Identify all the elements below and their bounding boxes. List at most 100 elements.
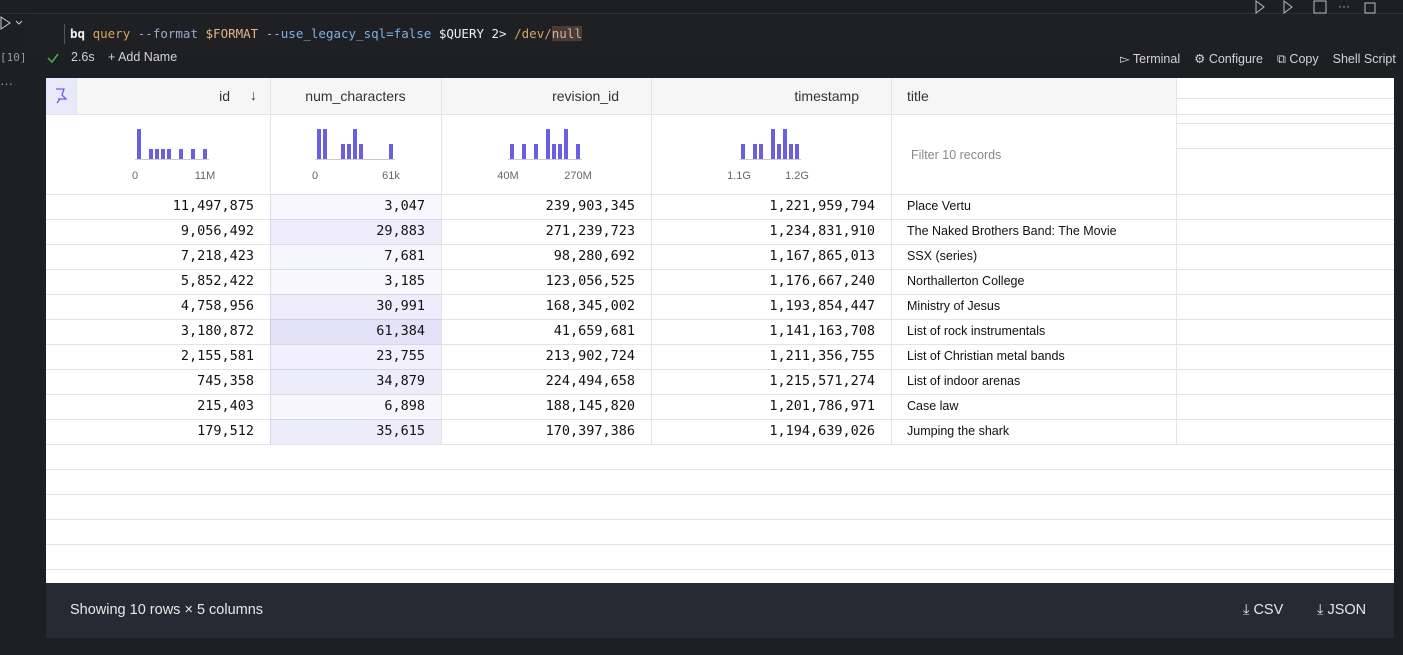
table-cell: 1,176,667,240 (769, 273, 875, 289)
table-cell: Case law (907, 399, 959, 413)
command-token: $FORMAT (205, 26, 259, 41)
run-button[interactable] (0, 16, 26, 32)
histogram-bar (352, 129, 357, 159)
table-cell: 61,384 (270, 319, 441, 344)
command: bq query --format $FORMAT --use_legacy_s… (70, 26, 582, 41)
histogram-bar (203, 149, 207, 159)
column-divider (270, 78, 271, 444)
table-cell: 2,155,581 (180, 348, 254, 364)
split-icon[interactable] (1313, 0, 1327, 14)
run-below-icon[interactable] (1283, 0, 1293, 14)
exec-count: [10] (0, 51, 27, 64)
filter-input[interactable]: Filter 10 records (911, 148, 1002, 162)
column-header[interactable]: revision_id (552, 88, 619, 104)
sort-icon[interactable]: ↓ (250, 87, 257, 103)
row-line (46, 369, 1394, 370)
table-cell: 1,215,571,274 (769, 373, 875, 389)
histogram-bar (191, 149, 195, 159)
histogram: 0 11M (132, 129, 215, 182)
plus-icon: + (108, 50, 119, 64)
table-cell: 5,852,422 (180, 273, 254, 289)
duration: 2.6s (71, 50, 95, 64)
row-line (46, 219, 1394, 220)
table-cell: SSX (series) (907, 249, 978, 263)
histogram-bar (564, 129, 568, 159)
cell-menu[interactable]: ··· (0, 76, 13, 91)
histogram-bar (759, 144, 763, 159)
row-count: Showing 10 rows × 5 columns (70, 602, 264, 618)
editor-gutter (64, 24, 65, 44)
column-divider (441, 78, 442, 444)
histogram-bar (149, 149, 153, 159)
row-line (46, 544, 1394, 545)
run-icon[interactable] (1255, 0, 1265, 14)
row-line (46, 269, 1394, 270)
row-line (46, 244, 1394, 245)
table-cell: Northallerton College (907, 274, 1025, 288)
table-cell: 3,180,872 (180, 323, 254, 339)
cell-action[interactable]: Shell Script (1333, 52, 1396, 66)
histogram-bar (179, 149, 183, 159)
row-line (46, 444, 1394, 445)
table-cell: 1,221,959,794 (769, 198, 875, 214)
header-bg (46, 78, 1176, 115)
editor (30, 14, 1403, 56)
cell-action-label: Shell Script (1332, 52, 1396, 66)
more-icon[interactable]: ··· (1338, 0, 1350, 13)
table-cell: 7,681 (270, 244, 441, 269)
table-cell: 179,512 (197, 423, 254, 439)
table-cell: 1,234,831,910 (769, 223, 875, 239)
histogram-bar (753, 144, 757, 159)
table-cell: List of Christian metal bands (907, 349, 1065, 363)
table-cell: 1,167,865,013 (769, 248, 875, 264)
row-line (46, 494, 1394, 495)
column-header[interactable]: id (219, 88, 230, 104)
histogram-bar (534, 144, 538, 159)
histogram-max: 1.2G (785, 170, 809, 182)
table-cell: Jumping the shark (907, 424, 1010, 438)
row-line (46, 294, 1394, 295)
table-cell: 41,659,681 (553, 323, 635, 339)
table-cell: 9,056,492 (180, 223, 254, 239)
add-name[interactable]: + Add Name (108, 50, 177, 64)
delete-icon[interactable] (1364, 2, 1376, 14)
histogram-bar (388, 144, 393, 159)
column-header[interactable]: num_characters (305, 88, 406, 104)
download-label: CSV (1253, 602, 1284, 618)
table-cell: 1,211,356,755 (769, 348, 875, 364)
download-csv[interactable]: ⤓ CSV (1243, 602, 1284, 618)
histogram-bar (522, 144, 526, 159)
download-label: JSON (1327, 602, 1367, 618)
pin-icon (56, 88, 68, 104)
row-line (1176, 98, 1394, 99)
cell-toolbar[interactable]: ··· (1250, 0, 1390, 14)
histogram-bar (552, 144, 556, 159)
histogram-min: 1.1G (727, 170, 751, 182)
row-line (46, 469, 1394, 470)
cell-action[interactable]: ⧉ Copy (1277, 52, 1319, 66)
column-header[interactable]: title (907, 88, 929, 104)
table-cell: 1,194,639,026 (769, 423, 875, 439)
column-divider (76, 78, 77, 114)
table-cell: 188,145,820 (545, 398, 635, 414)
histogram-bar (316, 129, 321, 159)
table-cell: Ministry of Jesus (907, 299, 1001, 313)
histogram-bar (346, 144, 351, 159)
table-cell: Place Vertu (907, 199, 971, 213)
table-cell: 4,758,956 (180, 298, 254, 314)
table-cell: 30,991 (270, 294, 441, 319)
histogram-bar (155, 149, 159, 159)
table-cell: 1,193,854,447 (769, 298, 875, 314)
cell-action[interactable]: ⚙ Configure (1194, 52, 1264, 66)
command-token: --format (137, 26, 198, 41)
histogram-max: 61k (382, 170, 400, 182)
table-cell: 239,903,345 (545, 198, 635, 214)
pin-cell[interactable] (46, 78, 76, 114)
cell-action[interactable]: ▻ Terminal (1120, 52, 1181, 66)
histogram-bar (340, 144, 345, 159)
command-token: query (92, 26, 131, 41)
histogram-bar (137, 129, 141, 159)
table-cell: List of indoor arenas (907, 374, 1021, 388)
column-header[interactable]: timestamp (794, 88, 859, 104)
download-json[interactable]: ⤓ JSON (1317, 602, 1367, 618)
